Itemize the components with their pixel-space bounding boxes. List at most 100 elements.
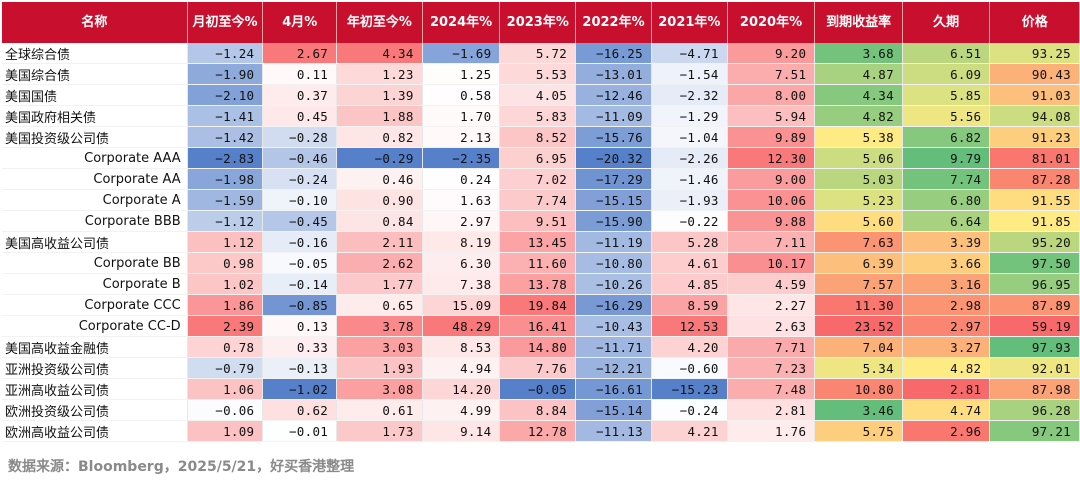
value-cell: −1.02 — [262, 378, 338, 400]
value-cell: 9.14 — [422, 420, 501, 442]
row-label: 美国综合债 — [2, 63, 188, 85]
table-row: 美国高收益公司债 1.12 −0.16 2.11 8.19 13.45 −11.19 5.28… — [2, 231, 1080, 253]
value-cell: 96.95 — [989, 273, 1080, 295]
value-cell: 7.57 — [814, 273, 903, 295]
table-row: 美国政府相关债 −1.41 0.45 1.88 1.70 5.83 −11.09 −1.29 5… — [2, 105, 1080, 127]
table-row: Corporate BBB −1.12 −0.45 0.84 2.97 9.51 −15.9… — [2, 210, 1080, 232]
value-cell: 7.11 — [727, 231, 816, 253]
value-cell: −11.71 — [575, 336, 652, 358]
table-row: Corporate CC-D 2.39 0.13 3.78 48.29 16.41 −10.… — [2, 315, 1080, 337]
value-cell: 4.87 — [814, 63, 903, 85]
value-cell: −2.26 — [651, 147, 728, 169]
value-cell: 3.27 — [902, 336, 991, 358]
table-row: 亚洲投资级公司债 −0.79 −0.13 1.93 4.94 7.76 −12.21 −0.6… — [2, 357, 1080, 379]
value-cell: 0.61 — [336, 399, 423, 421]
row-label: Corporate A — [2, 189, 188, 211]
value-cell: 10.06 — [727, 189, 816, 211]
value-cell: 12.78 — [499, 420, 577, 442]
value-cell: 0.98 — [187, 252, 264, 274]
value-cell: 7.74 — [499, 189, 577, 211]
value-cell: −1.12 — [187, 210, 264, 232]
value-cell: −0.24 — [651, 399, 728, 421]
value-cell: 4.61 — [651, 252, 728, 274]
value-cell: 3.08 — [336, 378, 423, 400]
value-cell: −11.19 — [575, 231, 652, 253]
row-label: 美国高收益金融债 — [2, 336, 188, 358]
value-cell: −0.01 — [262, 420, 338, 442]
value-cell: 94.08 — [989, 105, 1080, 127]
value-cell: 13.78 — [499, 273, 577, 295]
table-row: 亚洲高收益公司债 1.06 −1.02 3.08 14.20 −0.05 −16.61 −15… — [2, 378, 1080, 400]
value-cell: 8.84 — [499, 399, 577, 421]
value-cell: −0.28 — [262, 126, 338, 148]
value-cell: 5.60 — [814, 210, 903, 232]
table-row: Corporate CCC 1.86 −0.85 0.65 15.09 19.84 −16.… — [2, 294, 1080, 316]
value-cell: 11.60 — [499, 252, 577, 274]
column-header: 价格 — [989, 2, 1080, 43]
value-cell: −2.35 — [422, 147, 501, 169]
value-cell: 1.73 — [336, 420, 423, 442]
row-label: 欧洲高收益公司债 — [2, 420, 188, 442]
value-cell: 6.39 — [814, 252, 903, 274]
column-header: 到期收益率 — [814, 2, 903, 43]
value-cell: −10.26 — [575, 273, 652, 295]
value-cell: 5.03 — [814, 168, 903, 190]
value-cell: −0.14 — [262, 273, 338, 295]
value-cell: 1.12 — [187, 231, 264, 253]
value-cell: 3.46 — [814, 399, 903, 421]
value-cell: −0.16 — [262, 231, 338, 253]
value-cell: 2.39 — [187, 315, 264, 337]
value-cell: 4.82 — [814, 105, 903, 127]
value-cell: 87.98 — [989, 378, 1080, 400]
value-cell: −0.05 — [262, 252, 338, 274]
value-cell: −10.80 — [575, 252, 652, 274]
value-cell: 4.74 — [902, 399, 991, 421]
value-cell: 9.89 — [727, 126, 816, 148]
value-cell: −13.01 — [575, 63, 652, 85]
value-cell: 15.09 — [422, 294, 501, 316]
value-cell: 97.93 — [989, 336, 1080, 358]
value-cell: −0.60 — [651, 357, 728, 379]
value-cell: −1.46 — [651, 168, 728, 190]
table-row: Corporate AAA −2.83 −0.46 −0.29 −2.35 6.95 −20… — [2, 147, 1080, 169]
value-cell: 7.23 — [727, 357, 816, 379]
value-cell: −1.69 — [422, 43, 501, 64]
value-cell: 97.50 — [989, 252, 1080, 274]
table-row: 欧洲高收益公司债 1.09 −0.01 1.73 9.14 12.78 −11.13 4.21… — [2, 420, 1080, 442]
value-cell: −1.04 — [651, 126, 728, 148]
value-cell: 8.52 — [499, 126, 577, 148]
value-cell: 7.51 — [727, 63, 816, 85]
value-cell: 90.43 — [989, 63, 1080, 85]
value-cell: −16.29 — [575, 294, 652, 316]
value-cell: −1.54 — [651, 63, 728, 85]
column-header: 2020年% — [727, 2, 816, 43]
value-cell: 4.82 — [902, 357, 991, 379]
value-cell: 4.85 — [651, 273, 728, 295]
table-row: 欧洲投资级公司债 −0.06 0.62 0.61 4.99 8.84 −15.14 −0.24… — [2, 399, 1080, 421]
value-cell: −1.59 — [187, 189, 264, 211]
value-cell: 14.80 — [499, 336, 577, 358]
value-cell: 6.95 — [499, 147, 577, 169]
value-cell: 0.78 — [187, 336, 264, 358]
value-cell: 12.30 — [727, 147, 816, 169]
row-label: Corporate BBB — [2, 210, 188, 232]
value-cell: −0.13 — [262, 357, 338, 379]
value-cell: 1.02 — [187, 273, 264, 295]
value-cell: 0.46 — [336, 168, 423, 190]
value-cell: 0.24 — [422, 168, 501, 190]
value-cell: 3.68 — [814, 43, 903, 64]
value-cell: −12.46 — [575, 84, 652, 106]
value-cell: 4.34 — [336, 43, 423, 64]
value-cell: 7.38 — [422, 273, 501, 295]
value-cell: 1.88 — [336, 105, 423, 127]
value-cell: 5.56 — [902, 105, 991, 127]
value-cell: 0.65 — [336, 294, 423, 316]
value-cell: 96.28 — [989, 399, 1080, 421]
table-row: 全球综合债 −1.24 2.67 4.34 −1.69 5.72 −16.25 −4.71 9.… — [2, 43, 1080, 64]
value-cell: −0.46 — [262, 147, 338, 169]
value-cell: −0.24 — [262, 168, 338, 190]
value-cell: 5.75 — [814, 420, 903, 442]
value-cell: 5.94 — [727, 105, 816, 127]
value-cell: −15.23 — [651, 378, 728, 400]
value-cell: 9.51 — [499, 210, 577, 232]
